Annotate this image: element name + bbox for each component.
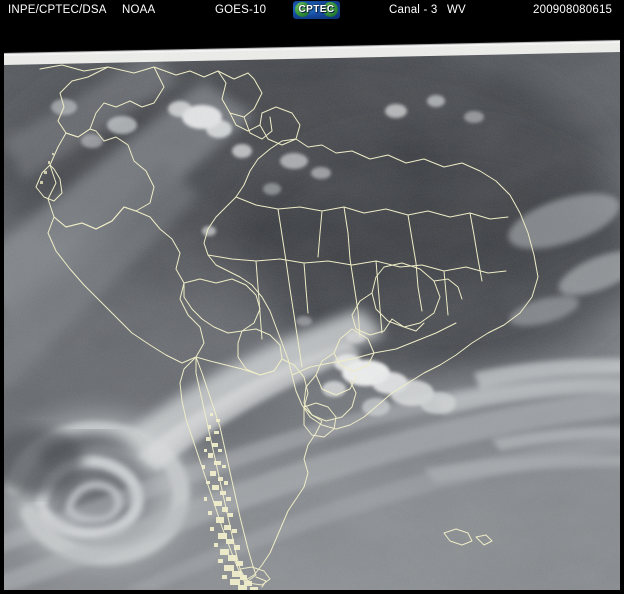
satellite-label: GOES-10 [215,4,267,16]
cptec-logo: CPTEC [293,1,340,19]
channel-label: Canal - 3 [389,4,438,16]
provider-label: NOAA [122,4,156,16]
cptec-logo-label: CPTEC [298,4,335,15]
globe-icon-right [323,2,338,17]
header-bar: INPE/CPTEC/DSA NOAA GOES-10 CPTEC Canal … [0,0,624,21]
satellite-image [4,21,620,590]
water-vapor-raster [4,21,620,590]
image-frame [0,21,624,594]
globe-icon [295,2,310,17]
agency-label: INPE/CPTEC/DSA [8,4,107,16]
timestamp-label: 200908080615 [533,4,613,16]
channel-type-label: WV [447,4,466,16]
